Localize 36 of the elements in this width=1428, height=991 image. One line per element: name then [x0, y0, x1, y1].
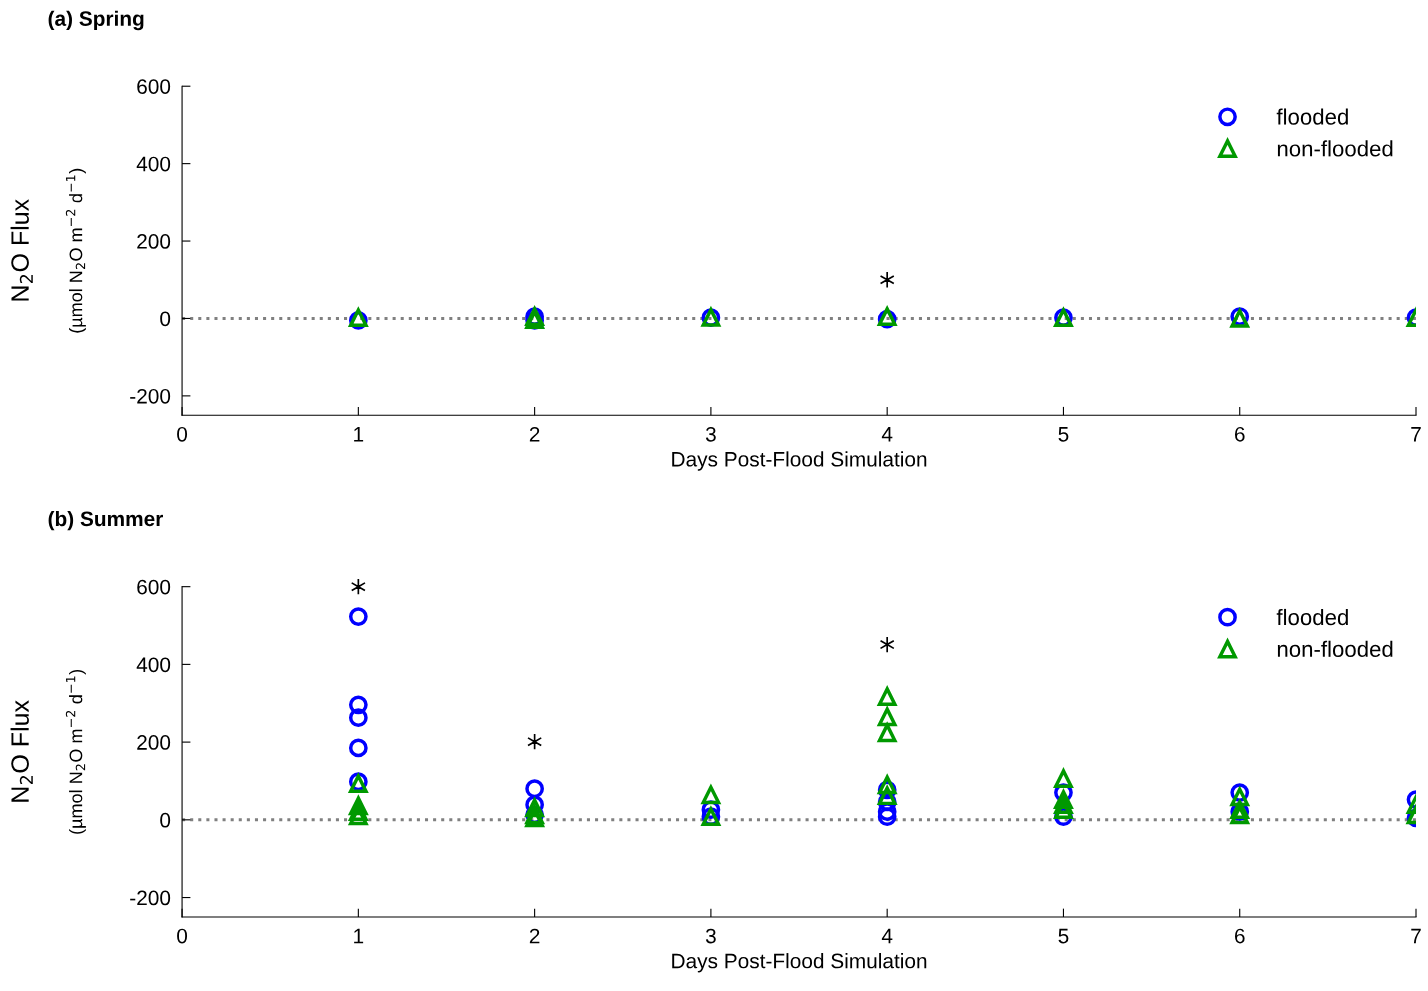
x-tick-label: 1	[354, 928, 364, 944]
x-tick-label: 2	[529, 928, 540, 944]
y-tick-label: 200	[137, 234, 171, 249]
x-tick-label: 5	[1058, 427, 1069, 442]
text: N$_{2}$O Flux (µmol N$_{2}$O m$^{−2}$ d$^{−1}$)	[10, 669, 86, 834]
text: N$_{2}$O Flux (µmol N$_{2}$O m$^{−2}$ d$^{−1}$)	[10, 168, 86, 333]
x-tick-label: 0	[177, 928, 188, 944]
y-tick-label: 0	[160, 311, 171, 327]
y-tick-label: 200	[137, 735, 171, 750]
legend-label: non-flooded	[1277, 640, 1393, 658]
legend-label: flooded	[1276, 608, 1348, 626]
y-tick-label: 400	[136, 156, 171, 172]
x-tick-label: 2	[529, 426, 540, 442]
x-tick-label: 7	[1411, 427, 1421, 442]
y-tick-label: 600	[137, 579, 171, 595]
x-tick-label: 0	[177, 426, 188, 442]
chart-title: (b) Summer	[48, 510, 164, 531]
y-tick-label: 600	[137, 79, 171, 94]
x-tick-label: 4	[881, 427, 893, 442]
y-tick-label: 0	[160, 812, 171, 828]
legend-label: non-flooded	[1277, 140, 1393, 157]
x-tick-label: 3	[705, 426, 716, 442]
y-tick-label: 400	[136, 657, 171, 673]
x-axis-title: Days Post-Flood Simulation	[672, 451, 927, 471]
x-tick-label: 1	[354, 427, 364, 442]
x-tick-label: 4	[881, 928, 893, 944]
x-tick-label: 3	[705, 928, 716, 944]
x-tick-label: 6	[1234, 426, 1245, 442]
chart-title: (a) Spring	[48, 10, 144, 31]
y-tick-label: -200	[130, 388, 171, 404]
x-tick-label: 5	[1058, 928, 1069, 944]
legend-label: flooded	[1276, 108, 1348, 125]
x-tick-label: 6	[1234, 928, 1245, 944]
y-tick-label: -200	[130, 890, 171, 906]
x-axis-title: Days Post-Flood Simulation	[672, 953, 927, 973]
x-tick-label: 7	[1411, 928, 1421, 944]
